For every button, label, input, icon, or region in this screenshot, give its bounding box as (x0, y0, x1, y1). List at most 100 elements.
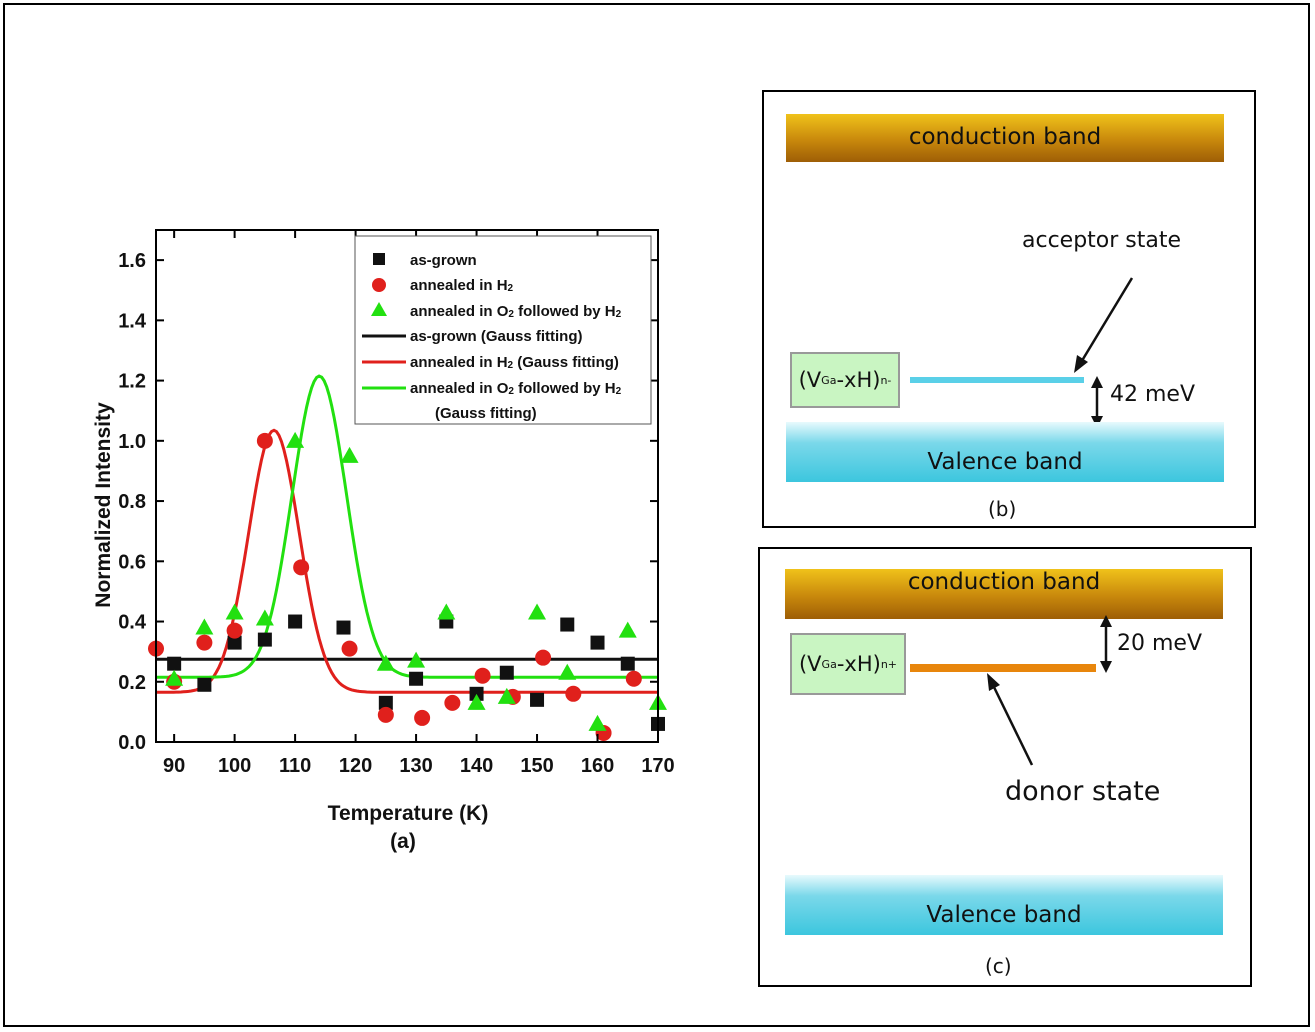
panel-b-graphics (910, 277, 1134, 428)
point-annealed-o2-h2 (528, 603, 547, 620)
point-annealed-h2 (625, 670, 642, 687)
valence-band-b: Valence band (786, 422, 1224, 482)
point-annealed-o2-h2 (618, 621, 637, 638)
x-tick-label: 140 (460, 755, 493, 777)
point-as-grown (620, 656, 635, 671)
legend-label-h2: annealed in H2 (410, 277, 514, 294)
axes: 90 100 110 120 130 140 150 160 170 0.0 0.2 0.4 0.6 0.… (118, 230, 675, 777)
x-tick-label: 90 (163, 755, 185, 777)
conduction-band-label-c: conduction band (907, 569, 1101, 595)
acceptor-state-label: acceptor state (1022, 228, 1182, 253)
valence-band-label-c: Valence band (926, 902, 1082, 928)
chart-caption-a: (a) (390, 830, 416, 853)
point-annealed-o2-h2 (225, 603, 244, 620)
donor-arrow (990, 682, 1034, 766)
point-annealed-o2-h2 (497, 687, 516, 704)
point-as-grown (227, 635, 242, 650)
point-annealed-o2-h2 (255, 609, 274, 626)
point-as-grown (288, 614, 303, 629)
point-as-grown (336, 620, 351, 635)
point-annealed-h2 (535, 649, 552, 666)
point-annealed-h2 (196, 634, 213, 651)
y-tick-label: 0.2 (118, 672, 146, 694)
point-annealed-h2 (341, 640, 358, 657)
point-annealed-o2-h2 (558, 663, 577, 680)
x-tick-label: 120 (339, 755, 372, 777)
y-tick-label: 0.8 (118, 491, 146, 513)
conduction-band-label-b: conduction band (908, 124, 1102, 150)
point-annealed-o2-h2 (467, 693, 486, 710)
point-annealed-o2-h2 (286, 431, 305, 448)
point-as-grown (378, 695, 393, 710)
donor-arrowhead (987, 673, 1000, 691)
acceptor-arrowhead (1074, 355, 1088, 373)
panel-c: conduction band (V Ga -xH) n+ 20 meV donor … (758, 547, 1252, 987)
point-as-grown (590, 635, 605, 650)
point-annealed-o2-h2 (588, 714, 607, 731)
legend-label-o2h2: annealed in O2 followed by H2 (410, 303, 622, 320)
data-markers (148, 431, 667, 741)
x-tick-label: 110 (279, 755, 311, 777)
valence-band-c: Valence band (785, 875, 1223, 935)
y-tick-label: 0.4 (118, 612, 147, 634)
point-annealed-o2-h2 (195, 618, 214, 635)
energy-gap-arrowhead-up-b (1091, 376, 1103, 388)
y-tick-label: 0.0 (118, 732, 146, 754)
acceptor-arrow (1078, 277, 1134, 365)
x-tick-label: 160 (581, 755, 614, 777)
fit-curve-1 (156, 428, 658, 694)
point-annealed-o2-h2 (407, 651, 426, 668)
x-axis-label: Temperature (K) (328, 802, 489, 825)
legend-label-h2-fit: annealed in H2 (Gauss fitting) (410, 354, 619, 371)
point-annealed-o2-h2 (437, 603, 456, 620)
point-annealed-h2 (226, 622, 243, 639)
valence-band-label-b: Valence band (927, 449, 1083, 475)
figure-frame (3, 3, 1310, 1027)
legend-marker-h2 (372, 278, 386, 292)
y-tick-label: 1.6 (118, 250, 146, 272)
y-tick-label: 1.0 (118, 431, 146, 453)
conduction-band-c: conduction band (785, 569, 1223, 619)
point-annealed-h2 (444, 694, 461, 711)
legend: as-grown annealed in H2 annealed in O2 f… (354, 235, 652, 425)
x-tick-label: 130 (399, 755, 432, 777)
point-as-grown (499, 665, 514, 680)
caption-c: (c) (985, 954, 1012, 978)
plot-area-border (155, 229, 659, 743)
chart-a: 90 100 110 120 130 140 150 160 170 0.0 0.2 0.4 0.6 0.… (92, 229, 675, 853)
legend-label-o2h2-fit-line2: (Gauss fitting) (435, 405, 537, 422)
x-tick-label: 150 (520, 755, 553, 777)
y-tick-label: 1.4 (118, 310, 147, 332)
energy-gap-arrowhead-down-c (1100, 661, 1112, 673)
x-tick-label: 170 (641, 755, 674, 777)
legend-box (354, 235, 652, 425)
y-tick-label: 1.2 (118, 371, 146, 393)
point-annealed-o2-h2 (165, 669, 184, 686)
legend-label-as-grown-fit: as-grown (Gauss fitting) (410, 328, 583, 345)
conduction-band-b: conduction band (786, 114, 1224, 162)
defect-label-b: (V Ga -xH) n- (790, 352, 900, 408)
point-annealed-o2-h2 (376, 654, 395, 671)
point-annealed-h2 (256, 432, 273, 449)
panel-c-graphics (910, 615, 1112, 766)
point-as-grown (257, 632, 272, 647)
point-as-grown (530, 692, 545, 707)
point-as-grown (469, 686, 484, 701)
point-annealed-h2 (565, 685, 582, 702)
point-annealed-h2 (293, 559, 310, 576)
energy-label-c: 20 meV (1117, 631, 1203, 656)
energy-label-b: 42 meV (1110, 382, 1196, 407)
caption-b: (b) (988, 497, 1017, 521)
x-tick-label: 100 (218, 755, 251, 777)
point-as-grown (197, 677, 212, 692)
point-as-grown (409, 671, 424, 686)
point-as-grown (560, 617, 575, 632)
point-as-grown (167, 656, 182, 671)
donor-state-label: donor state (1005, 776, 1161, 807)
point-annealed-h2 (474, 667, 491, 684)
legend-marker-o2h2 (371, 302, 387, 316)
point-annealed-o2-h2 (340, 446, 359, 463)
point-annealed-h2 (414, 709, 431, 726)
defect-label-c: (V Ga -xH) n+ (790, 633, 906, 695)
legend-label-o2h2-fit: annealed in O2 followed by H2 (410, 380, 622, 397)
